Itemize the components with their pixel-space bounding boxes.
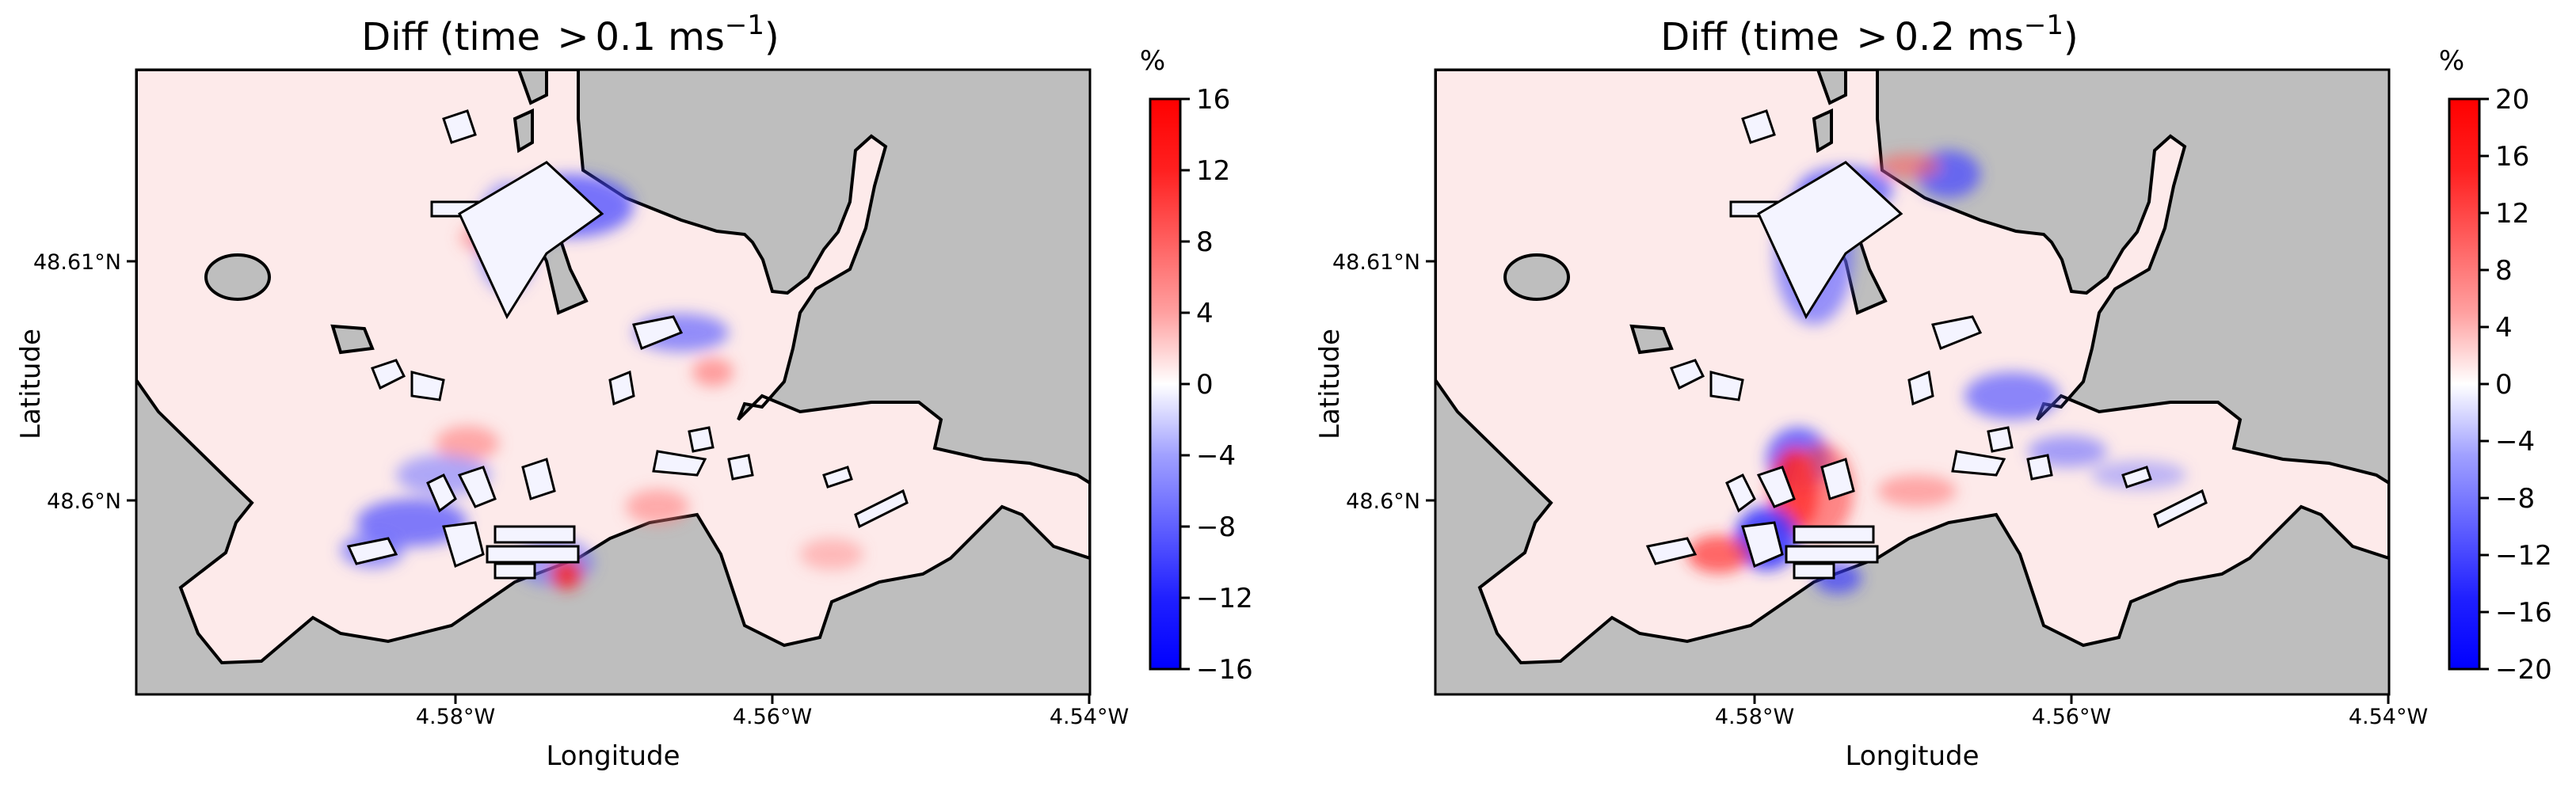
- colorbar-tick-label: 12: [1196, 155, 1230, 187]
- colorbar-tick-label: 8: [2495, 255, 2513, 287]
- y-tick-label: 48.61°N: [33, 250, 121, 275]
- colorbar-tick-label: −8: [2495, 483, 2535, 515]
- y-axis-label: Latitude: [1314, 329, 1346, 439]
- colorbar-tick-label: −16: [2495, 597, 2552, 629]
- x-axis: 4.58°W 4.56°W 4.54°W Longitude: [416, 694, 1129, 772]
- y-axis: 48.61°N 48.6°N Latitude: [1314, 250, 1435, 514]
- panel-title: Diff (time >0.2 ms−1): [1660, 10, 2079, 59]
- colorbar-tick-label: −20: [2495, 654, 2552, 686]
- x-tick-label: 4.56°W: [2032, 705, 2111, 729]
- colorbar-tick-label: 20: [2495, 84, 2529, 116]
- colorbar-tick-label: −4: [1196, 440, 1236, 472]
- colorbar-tick-label: 12: [2495, 198, 2529, 230]
- x-tick-label: 4.54°W: [1050, 705, 1129, 729]
- colorbar-tick-label: 4: [1196, 298, 1214, 329]
- panel-title: Diff (time >0.1 ms−1): [361, 10, 779, 59]
- y-tick-label: 48.61°N: [1332, 250, 1420, 275]
- colorbar-tick-label: −12: [1196, 583, 1253, 614]
- colorbar-tick-label: 16: [2495, 141, 2529, 173]
- sea-field: [1435, 70, 2389, 665]
- survey-polygons: [346, 109, 909, 580]
- y-tick-label: 48.6°N: [1346, 489, 1420, 514]
- x-tick-label: 4.54°W: [2349, 705, 2428, 729]
- colorbar-tick-label: 0: [2495, 369, 2513, 401]
- colorbar-label: %: [2439, 45, 2464, 77]
- x-axis-label: Longitude: [546, 740, 680, 772]
- colorbar-gradient: [2448, 97, 2481, 671]
- colorbar-gradient: [1149, 97, 1182, 671]
- x-axis: 4.58°W 4.56°W 4.54°W Longitude: [1715, 694, 2428, 772]
- colorbar-tick-label: −8: [1196, 511, 1236, 543]
- colorbar-tick-label: −12: [2495, 540, 2552, 572]
- axes-frame: [135, 68, 1092, 696]
- colorbar-label: %: [1140, 45, 1165, 77]
- x-tick-label: 4.56°W: [733, 705, 812, 729]
- sea-field: [136, 70, 1090, 665]
- colorbar-tick-label: −4: [2495, 426, 2535, 458]
- x-tick-label: 4.58°W: [416, 705, 495, 729]
- colorbar-tick-label: −16: [1196, 654, 1253, 686]
- left-panel: Diff (time >0.1 ms−1): [15, 10, 1253, 772]
- x-tick-label: 4.58°W: [1715, 705, 1794, 729]
- right-panel: Diff (time >0.2 ms−1): [1314, 10, 2552, 772]
- survey-polygons: [1645, 109, 2208, 580]
- colorbar-tick-label: 4: [2495, 312, 2513, 344]
- y-tick-label: 48.6°N: [47, 489, 121, 514]
- y-axis: 48.61°N 48.6°N Latitude: [15, 250, 136, 514]
- y-axis-label: Latitude: [15, 329, 47, 439]
- colorbar-tick-label: 0: [1196, 369, 1214, 401]
- colorbar-tick-label: 16: [1196, 84, 1230, 116]
- colorbar: % 16 12 8 4 0 −4 −8 −12 −16: [1140, 45, 1253, 686]
- colorbar: % 20 16 12 8 4 0 −4 −8 −12 −16 −20: [2439, 45, 2552, 686]
- colorbar-tick-label: 8: [1196, 226, 1214, 258]
- x-axis-label: Longitude: [1845, 740, 1979, 772]
- axes-frame: [1434, 68, 2391, 696]
